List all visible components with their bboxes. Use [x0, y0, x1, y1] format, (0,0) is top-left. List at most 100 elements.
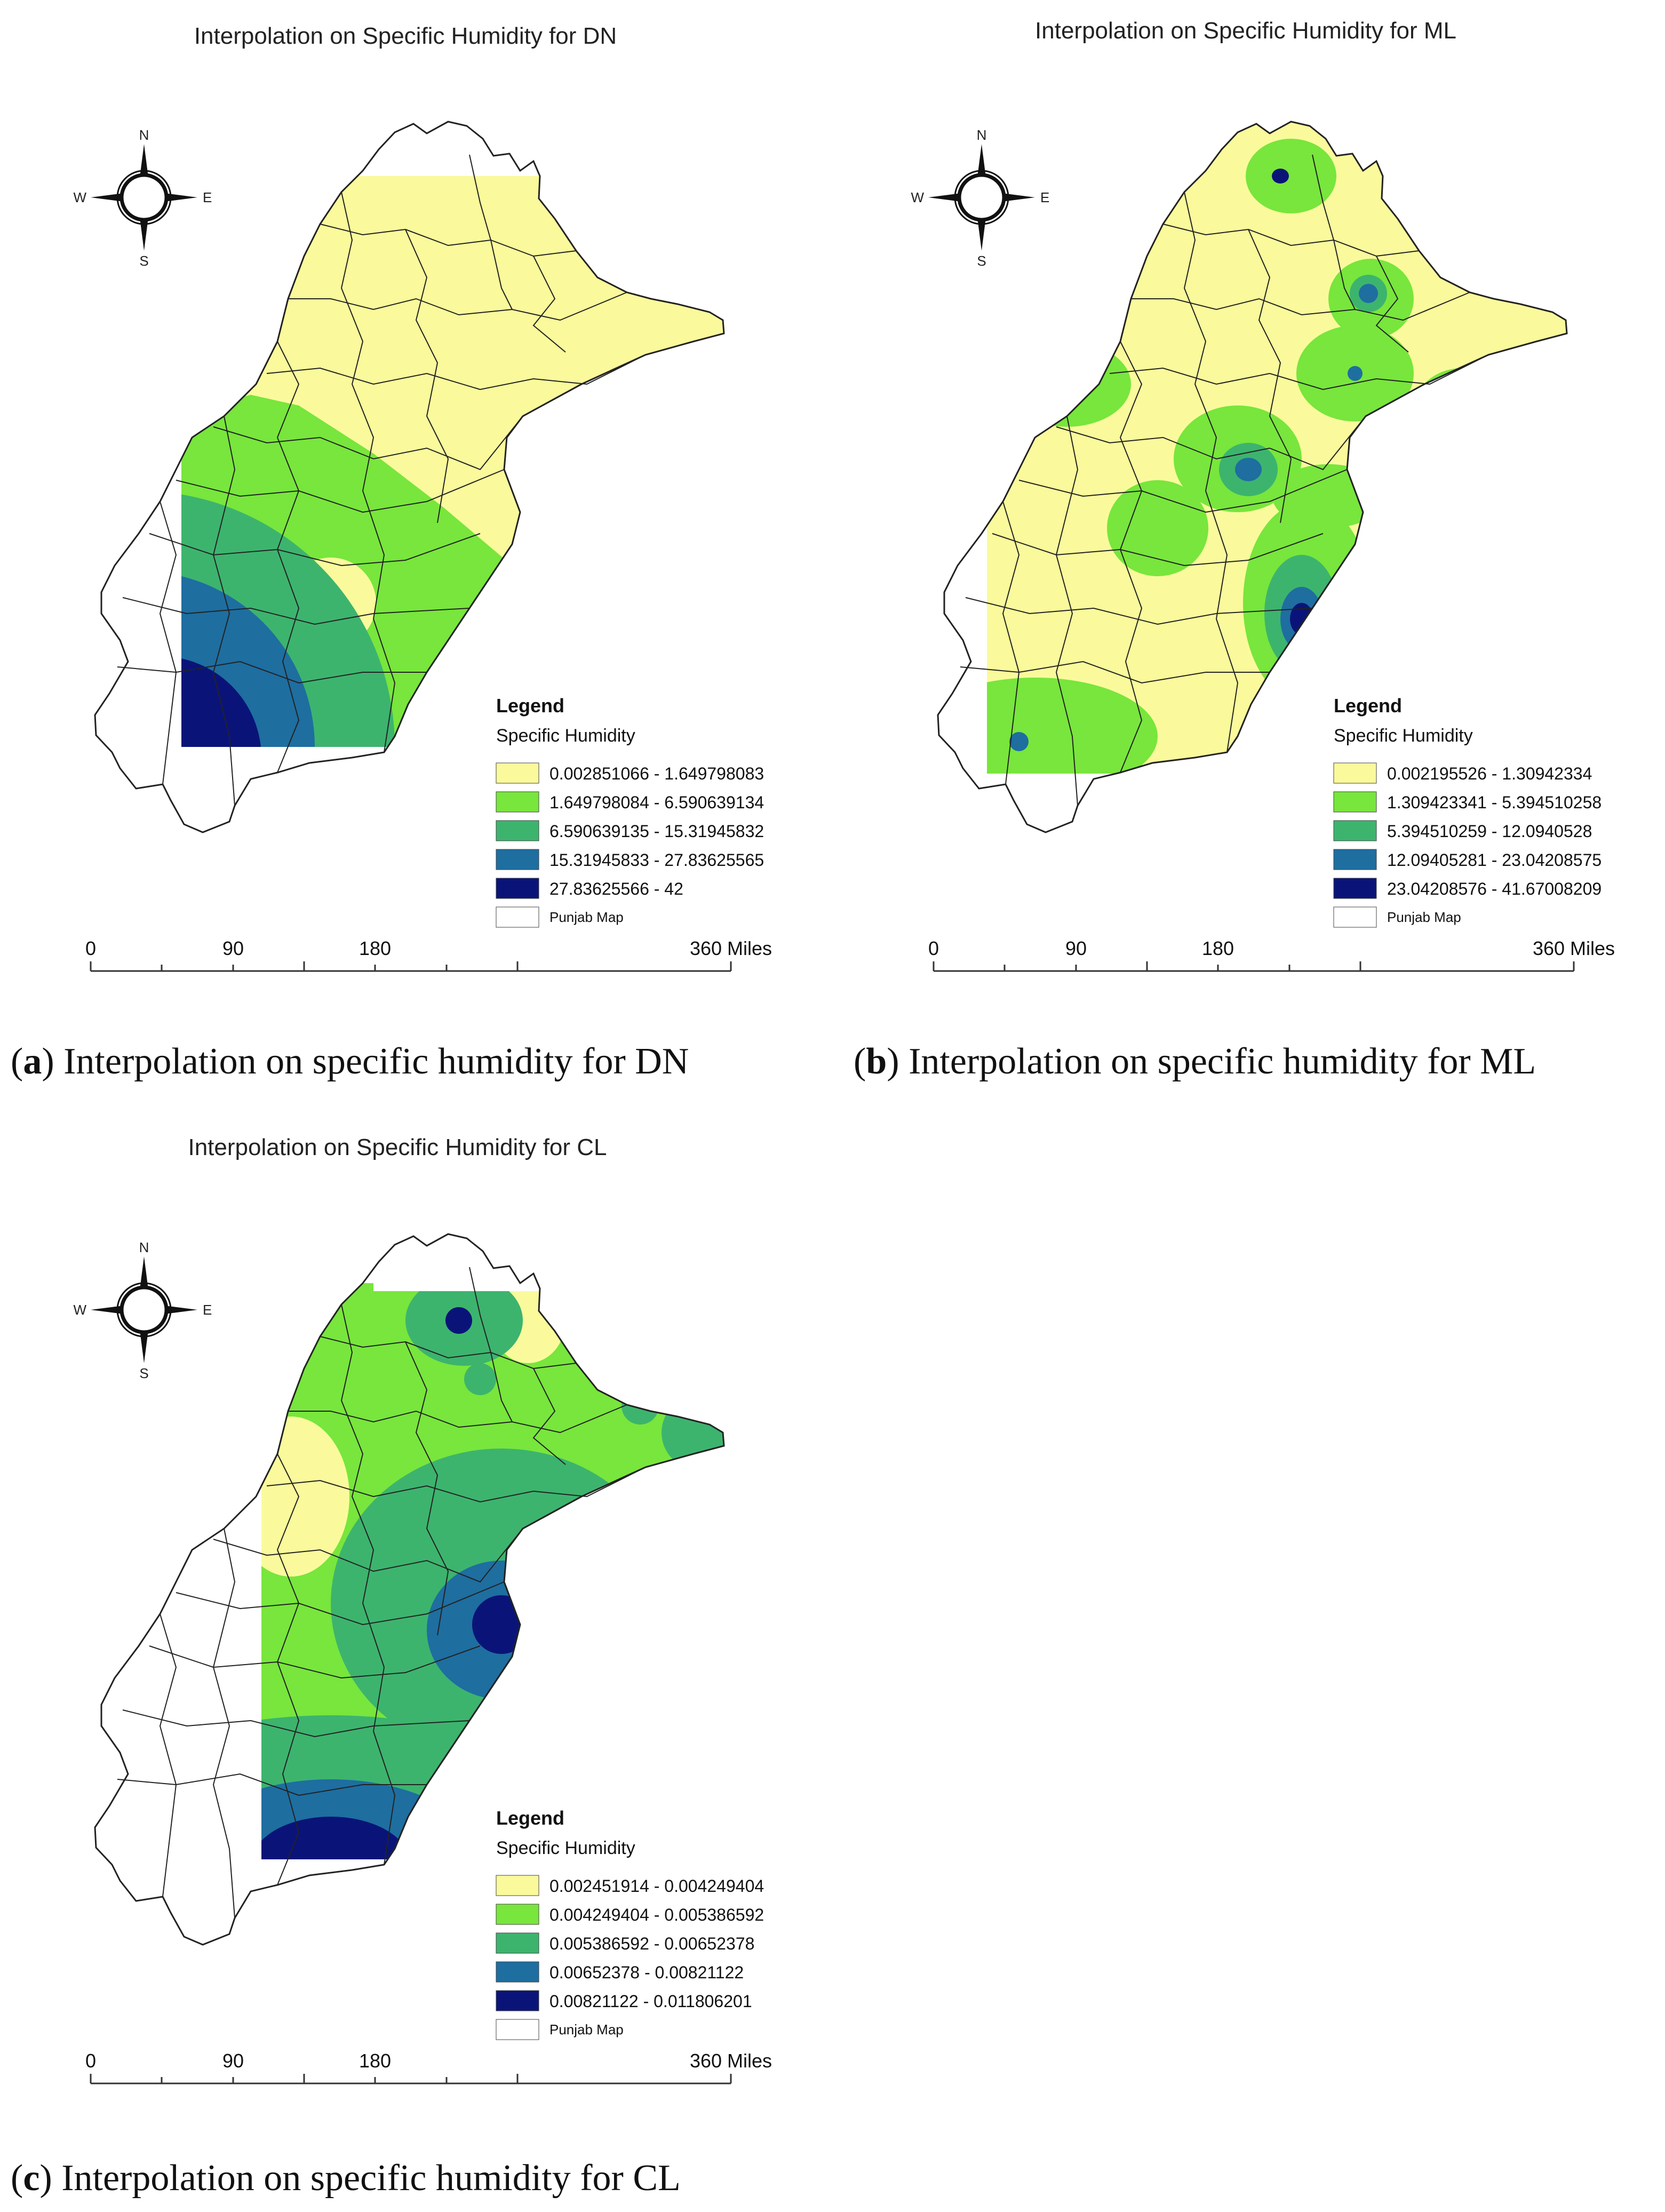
legend-label: 0.002851066 - 1.649798083: [549, 764, 764, 783]
legend-swatch: [496, 878, 539, 899]
scale-90: 90: [222, 937, 244, 959]
surface-class-5: [1451, 399, 1462, 412]
legend-subtitle: Specific Humidity: [496, 726, 635, 746]
compass-s-label: S: [139, 1365, 148, 1381]
scale-0: 0: [928, 937, 939, 959]
scale-0: 0: [85, 937, 96, 959]
legend-basemap-label: Punjab Map: [1387, 909, 1461, 925]
legend-subtitle: Specific Humidity: [496, 1838, 635, 1858]
surface-class-2: [1107, 480, 1208, 576]
scale-180: 180: [1202, 937, 1234, 959]
legend-subtitle: Specific Humidity: [1334, 726, 1473, 746]
legend-label: 0.004249404 - 0.005386592: [549, 1905, 764, 1924]
legend-basemap-label: Punjab Map: [549, 2022, 624, 2038]
surface-class-2: [1246, 139, 1336, 213]
panel-c-legend: Legend Specific Humidity 0.002451914 - 0…: [496, 1807, 764, 2040]
legend-label: 5.394510259 - 12.0940528: [1387, 822, 1592, 841]
compass-s-label: S: [139, 253, 148, 269]
legend-swatch: [496, 1932, 539, 1954]
panel-c-title: Interpolation on Specific Humidity for C…: [188, 1134, 607, 1160]
legend-label: 1.649798084 - 6.590639134: [549, 793, 764, 812]
legend-label: 0.002451914 - 0.004249404: [549, 1876, 764, 1896]
scale-0: 0: [85, 2050, 96, 2072]
legend-title: Legend: [496, 695, 564, 717]
compass-s-label: S: [977, 253, 986, 269]
surface-class-5: [445, 1307, 472, 1334]
compass-w-label: W: [911, 189, 924, 205]
unsampled-west: [95, 122, 181, 832]
legend-swatch: [496, 1961, 539, 1983]
panel-a-compass: N S W E: [73, 127, 212, 269]
legend-swatch: [1333, 820, 1377, 841]
legend-label: 0.00821122 - 0.011806201: [549, 1992, 752, 2011]
compass-n-label: N: [977, 127, 987, 143]
scale-180: 180: [359, 937, 391, 959]
legend-swatch: [496, 1990, 539, 2011]
surface-class-3: [1438, 389, 1486, 443]
legend-label: 0.002195526 - 1.30942334: [1387, 764, 1592, 783]
compass-e-label: E: [1040, 189, 1049, 205]
legend-label: 6.590639135 - 15.31945832: [549, 822, 764, 841]
surface-class-4: [1348, 366, 1363, 381]
panel-c-scale: 0 90 180 360 Miles: [85, 2050, 772, 2084]
surface-class-5: [1290, 603, 1313, 635]
scale-360: 360 Miles: [1533, 937, 1615, 959]
compass-e-label: E: [203, 1302, 212, 1318]
surface-class-4: [1009, 732, 1029, 751]
unsampled-north: [320, 122, 724, 176]
legend-basemap-label: Punjab Map: [549, 909, 624, 925]
compass-n-label: N: [139, 1239, 149, 1255]
compass-e-label: E: [203, 189, 212, 205]
surface-class-4: [1359, 284, 1378, 303]
legend-swatch: [496, 762, 539, 784]
surface-class-1: [589, 1486, 648, 1545]
legend-swatch: [496, 1904, 539, 1925]
compass-w-label: W: [73, 1302, 86, 1318]
legend-swatch-basemap: [1333, 906, 1377, 928]
scale-360: 360 Miles: [690, 2050, 772, 2072]
unsampled-north: [373, 1234, 724, 1291]
surface-class-3: [662, 1395, 724, 1470]
scale-180: 180: [359, 2050, 391, 2072]
panel-c-compass: N S W E: [73, 1239, 212, 1381]
legend-label: 0.00652378 - 0.00821122: [549, 1963, 744, 1982]
legend-swatch-basemap: [496, 906, 539, 928]
legend-label: 15.31945833 - 27.83625565: [549, 850, 764, 870]
scale-360: 360 Miles: [690, 937, 772, 959]
compass-n-label: N: [139, 127, 149, 143]
panel-b-compass: N S W E: [911, 127, 1049, 269]
legend-swatch: [1333, 849, 1377, 870]
panel-b-caption: (b) Interpolation on specific humidity f…: [854, 1041, 1536, 1082]
legend-swatch-basemap: [496, 2019, 539, 2040]
legend-swatch: [496, 820, 539, 841]
surface-class-2: [1003, 341, 1131, 427]
legend-label: 27.83625566 - 42: [549, 879, 683, 898]
legend-title: Legend: [1334, 695, 1402, 717]
surface-class-4: [1450, 395, 1473, 427]
legend-swatch: [496, 1875, 539, 1896]
legend-label: 23.04208576 - 41.67008209: [1387, 879, 1602, 898]
panel-a: Interpolation on Specific Humidity for D…: [11, 23, 772, 1082]
legend-label: 1.309423341 - 5.394510258: [1387, 793, 1602, 812]
legend-swatch: [496, 849, 539, 870]
panel-c-map: [94, 1233, 725, 1946]
surface-class-5: [472, 1595, 531, 1654]
surface-class-3: [622, 1387, 659, 1425]
panel-c-caption: (c) Interpolation on specific humidity f…: [11, 2158, 681, 2199]
surface-class-4: [1235, 458, 1262, 481]
legend-label: 0.005386592 - 0.00652378: [549, 1934, 754, 1953]
compass-w-label: W: [73, 189, 86, 205]
panel-b-title: Interpolation on Specific Humidity for M…: [1035, 18, 1456, 44]
legend-swatch: [1333, 878, 1377, 899]
panel-b-legend: Legend Specific Humidity 0.002195526 - 1…: [1333, 695, 1602, 928]
legend-swatch: [1333, 791, 1377, 813]
legend-title: Legend: [496, 1807, 564, 1829]
panel-a-scale: 0 90 180 360 Miles: [85, 937, 772, 972]
panel-b-scale: 0 90 180 360 Miles: [928, 937, 1615, 972]
panel-c: Interpolation on Specific Humidity for C…: [11, 1134, 772, 2199]
scale-90: 90: [222, 2050, 244, 2072]
legend-swatch: [496, 791, 539, 813]
panel-a-title: Interpolation on Specific Humidity for D…: [194, 23, 617, 49]
